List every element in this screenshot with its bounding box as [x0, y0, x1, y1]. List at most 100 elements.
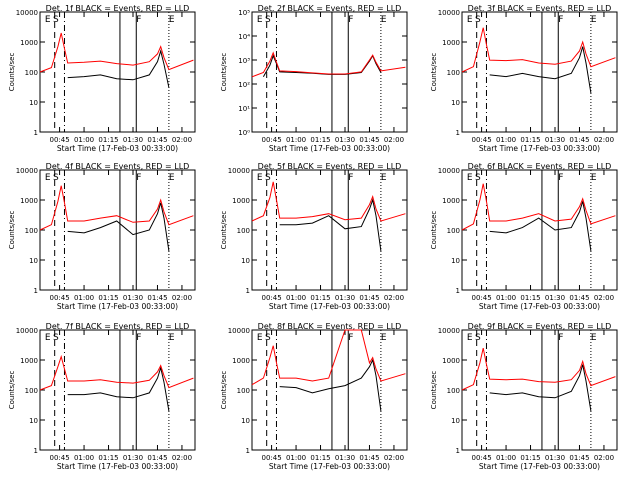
- x-tick-label: 01:15: [310, 294, 330, 302]
- x-axis-label: Start Time (17-Feb-03 00:33:00): [57, 462, 178, 471]
- y-tick-label: 10000: [438, 9, 460, 17]
- time-marker-label: E: [169, 15, 175, 25]
- x-tick-label: 00:45: [261, 136, 281, 144]
- y-tick-label: 10000: [228, 167, 250, 175]
- plot-frame: [39, 169, 196, 291]
- time-marker-label: E: [169, 333, 175, 343]
- y-tick-label: 100: [447, 69, 460, 77]
- y-axis-label: Counts/sec: [430, 211, 438, 250]
- lld-series-line: [251, 51, 406, 78]
- x-tick-label: 00:45: [261, 454, 281, 462]
- time-marker-label: E: [467, 333, 473, 343]
- time-marker-label: F: [136, 333, 141, 343]
- y-axis-label: Counts/sec: [430, 53, 438, 92]
- detector-panel-9: Det. 9f BLACK = Events, RED = LLD 1 10 100 1…: [430, 322, 618, 471]
- y-axis-label: Counts/sec: [220, 211, 228, 250]
- time-marker-label: E: [467, 15, 473, 25]
- x-tick-label: 02:00: [384, 136, 404, 144]
- plot-frame: [39, 11, 196, 133]
- time-marker-label: E: [591, 15, 597, 25]
- x-tick-label: 00:45: [49, 454, 69, 462]
- x-tick-label: 01:30: [545, 454, 565, 462]
- x-tick-label: 01:15: [520, 454, 540, 462]
- time-marker-label: S: [265, 173, 271, 183]
- y-tick-label: 10: [29, 257, 38, 265]
- x-tick-label: 02:00: [172, 454, 192, 462]
- x-tick-label: 01:45: [359, 454, 379, 462]
- lld-series-line: [39, 354, 194, 391]
- lld-series-line: [251, 329, 406, 386]
- x-axis-label: Start Time (17-Feb-03 00:33:00): [57, 144, 178, 153]
- x-tick-label: 00:45: [471, 136, 491, 144]
- y-tick-label: 10000: [438, 327, 460, 335]
- x-tick-label: 00:45: [261, 294, 281, 302]
- time-marker-label: S: [265, 333, 271, 343]
- y-tick-label: 100: [447, 387, 460, 395]
- plot-frame: [461, 169, 618, 291]
- y-tick-label: 1000: [20, 39, 38, 47]
- time-marker-label: F: [558, 173, 563, 183]
- panel-title: Det. 7f BLACK = Events, RED = LLD: [46, 322, 190, 331]
- time-marker-label: S: [53, 173, 59, 183]
- time-marker-label: E: [45, 15, 51, 25]
- lld-series-line: [39, 185, 194, 231]
- time-marker-label: E: [45, 333, 51, 343]
- time-marker-label: F: [558, 333, 563, 343]
- detector-panel-1: Det. 1f BLACK = Events, RED = LLD 1 10 100 1…: [8, 4, 196, 153]
- x-tick-label: 01:30: [123, 294, 143, 302]
- detector-panel-3: Det. 3f BLACK = Events, RED = LLD 1 10 100 1…: [430, 4, 618, 153]
- time-marker-label: F: [136, 173, 141, 183]
- x-tick-label: 02:00: [172, 294, 192, 302]
- time-marker-label: F: [558, 15, 563, 25]
- y-tick-label: 10000: [228, 327, 250, 335]
- events-series-line: [489, 364, 592, 412]
- detector-panel-8: Det. 8f BLACK = Events, RED = LLD 1 10 100 1…: [220, 322, 408, 471]
- y-tick-label: 1: [246, 447, 250, 455]
- detector-panel-7: Det. 7f BLACK = Events, RED = LLD 1 10 100 1…: [8, 322, 196, 471]
- y-tick-label: 10: [451, 417, 460, 425]
- x-tick-label: 01:15: [98, 294, 118, 302]
- y-tick-label: 1000: [20, 197, 38, 205]
- y-tick-label: 10: [241, 417, 250, 425]
- y-tick-label: 1: [34, 447, 38, 455]
- x-axis-label: Start Time (17-Feb-03 00:33:00): [479, 144, 600, 153]
- y-axis-label: Counts/sec: [8, 211, 16, 250]
- x-axis-label: Start Time (17-Feb-03 00:33:00): [479, 462, 600, 471]
- time-marker-label: F: [348, 15, 353, 25]
- panel-title: Det. 1f BLACK = Events, RED = LLD: [46, 4, 190, 13]
- time-marker-label: E: [591, 173, 597, 183]
- y-tick-label: 1000: [232, 357, 250, 365]
- y-tick-label: 1: [456, 447, 460, 455]
- x-tick-label: 01:00: [286, 136, 306, 144]
- y-tick-label: 10⁵: [238, 9, 250, 17]
- x-tick-label: 01:30: [123, 136, 143, 144]
- y-tick-label: 1: [34, 129, 38, 137]
- x-tick-label: 01:45: [147, 136, 167, 144]
- x-tick-label: 02:00: [384, 294, 404, 302]
- time-marker-label: E: [169, 173, 175, 183]
- plot-frame: [39, 329, 196, 451]
- plot-frame: [251, 11, 408, 133]
- y-tick-label: 10³: [238, 57, 250, 65]
- x-tick-label: 01:15: [98, 136, 118, 144]
- time-marker-label: E: [45, 173, 51, 183]
- x-axis-label: Start Time (17-Feb-03 00:33:00): [269, 302, 390, 311]
- y-tick-label: 10000: [438, 167, 460, 175]
- x-tick-label: 01:00: [496, 294, 516, 302]
- time-marker-label: E: [257, 15, 263, 25]
- x-tick-label: 02:00: [384, 454, 404, 462]
- panel-title: Det. 8f BLACK = Events, RED = LLD: [258, 322, 402, 331]
- lld-series-line: [39, 32, 194, 73]
- time-marker-label: F: [348, 173, 353, 183]
- y-tick-label: 100: [25, 69, 38, 77]
- x-tick-label: 01:00: [496, 136, 516, 144]
- y-tick-label: 1: [34, 287, 38, 295]
- x-tick-label: 01:45: [569, 136, 589, 144]
- detector-panel-6: Det. 6f BLACK = Events, RED = LLD 1 10 100 1…: [430, 162, 618, 311]
- y-tick-label: 100: [237, 227, 250, 235]
- panel-title: Det. 4f BLACK = Events, RED = LLD: [46, 162, 190, 171]
- x-tick-label: 01:15: [98, 454, 118, 462]
- time-marker-label: F: [136, 15, 141, 25]
- y-tick-label: 1000: [442, 357, 460, 365]
- x-tick-label: 01:15: [310, 454, 330, 462]
